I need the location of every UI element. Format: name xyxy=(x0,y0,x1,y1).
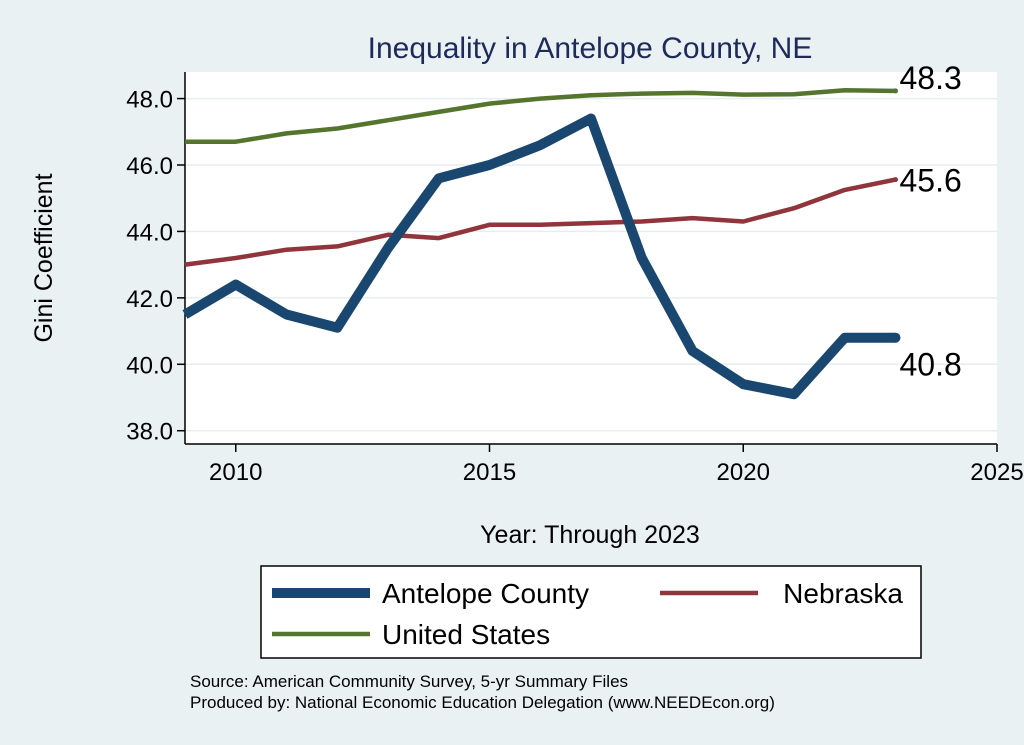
end-label-united-states: 48.3 xyxy=(900,60,962,96)
x-tick-label: 2010 xyxy=(209,459,262,486)
end-labels: 40.8 45.6 48.3 xyxy=(900,60,962,383)
y-tick-label: 48.0 xyxy=(126,87,173,114)
end-marker-united-states xyxy=(893,88,898,94)
end-marker-antelope-county xyxy=(890,332,901,343)
y-tick-label: 44.0 xyxy=(126,219,173,246)
x-tick-label: 2015 xyxy=(463,459,516,486)
x-tick-label: 2025 xyxy=(970,459,1023,486)
producer-note: Produced by: National Economic Education… xyxy=(190,693,775,712)
series-line-nebraska xyxy=(184,177,896,267)
y-axis-label: Gini Coefficient xyxy=(30,173,58,342)
y-ticks: 38.0 40.0 42.0 44.0 46.0 48.0 xyxy=(126,87,185,446)
series-line-antelope-county xyxy=(182,113,896,400)
legend: Antelope County Nebraska United States xyxy=(260,565,922,659)
chart-title: Inequality in Antelope County, NE xyxy=(368,32,813,65)
grid-lines xyxy=(185,97,997,432)
y-tick-label: 40.0 xyxy=(126,352,173,379)
series-lines xyxy=(182,88,901,400)
plot-area xyxy=(185,72,997,444)
y-tick-label: 38.0 xyxy=(126,419,173,446)
x-axis-label: Year: Through 2023 xyxy=(480,521,700,549)
source-note: Source: American Community Survey, 5-yr … xyxy=(190,672,628,691)
y-tick-label: 42.0 xyxy=(126,286,173,313)
end-label-nebraska: 45.6 xyxy=(900,163,962,199)
legend-box xyxy=(260,565,922,659)
end-label-antelope-county: 40.8 xyxy=(900,347,962,383)
legend-label-nebraska: Nebraska xyxy=(783,578,903,609)
legend-label-antelope-county: Antelope County xyxy=(382,578,589,609)
x-tick-label: 2020 xyxy=(717,459,770,486)
legend-label-united-states: United States xyxy=(382,619,550,650)
x-ticks: 2010 2015 2020 2025 xyxy=(209,444,1024,486)
y-tick-label: 46.0 xyxy=(126,153,173,180)
series-line-united-states xyxy=(185,88,896,144)
end-marker-nebraska xyxy=(893,177,898,183)
